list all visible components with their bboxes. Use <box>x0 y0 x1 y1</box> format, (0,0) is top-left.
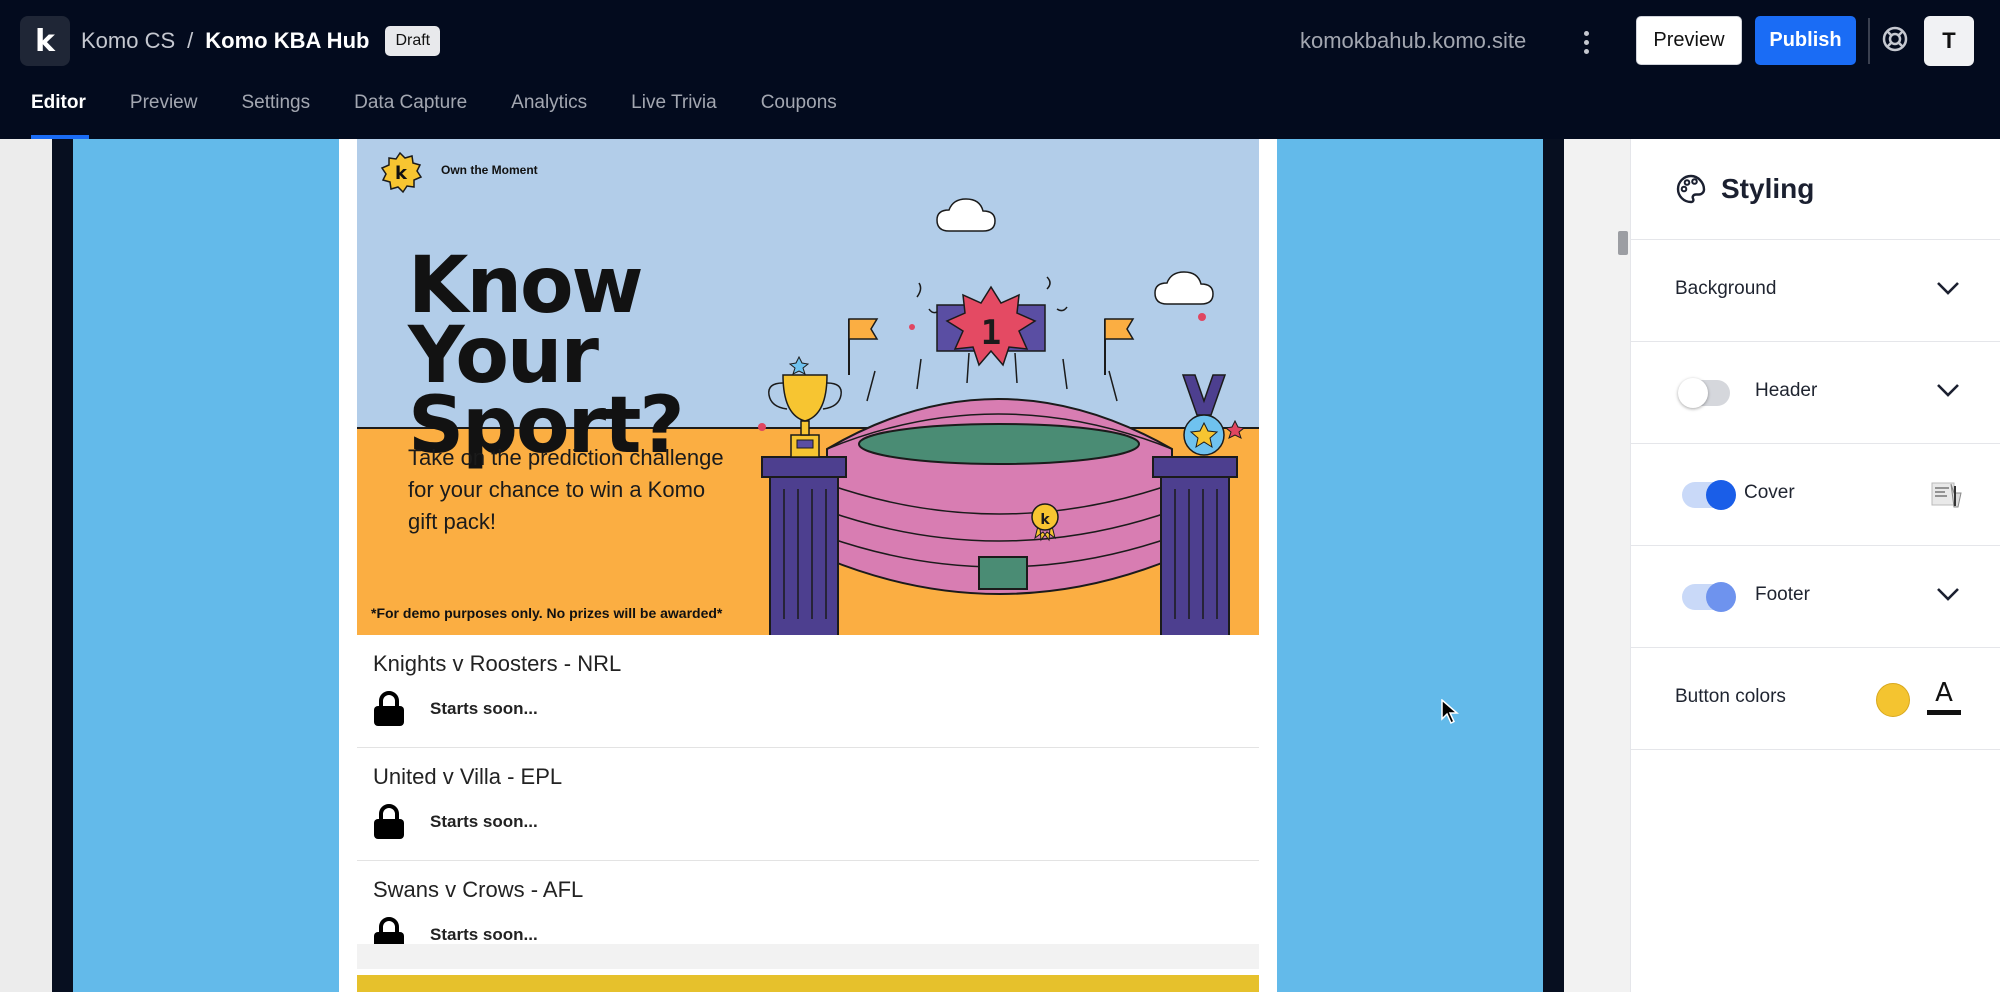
hero-cover[interactable]: k 1 <box>357 139 1259 635</box>
tab-coupons[interactable]: Coupons <box>760 92 837 113</box>
list-item[interactable]: Knights v Roosters - NRL Starts soon... <box>357 635 1259 748</box>
section-cover[interactable]: Cover <box>1631 444 2000 546</box>
breadcrumb: Komo CS / Komo KBA Hub Draft <box>81 26 441 56</box>
section-footer[interactable]: Footer <box>1631 546 2000 648</box>
svg-text:k: k <box>395 163 408 184</box>
hero-subtitle: Take on the prediction challenge for you… <box>408 445 724 534</box>
lock-icon <box>374 804 404 839</box>
publish-button[interactable]: Publish <box>1755 16 1856 65</box>
tab-live-trivia[interactable]: Live Trivia <box>631 92 717 113</box>
cursor-icon <box>1441 699 1459 725</box>
panel-title: Styling <box>1721 173 1815 204</box>
tab-bar: Editor Preview Settings Data Capture Ana… <box>0 86 859 139</box>
svg-text:k: k <box>1040 512 1050 528</box>
page-background-right[interactable] <box>1277 139 1543 992</box>
text-color-glyph: A <box>1935 678 1953 708</box>
tab-data-capture[interactable]: Data Capture <box>354 92 468 113</box>
section-header[interactable]: Header <box>1631 342 2000 444</box>
status-badge: Draft <box>385 26 441 56</box>
match-title: Swans v Crows - AFL <box>373 877 584 902</box>
medal-icon <box>1181 374 1227 456</box>
cover-toggle[interactable] <box>1682 480 1736 510</box>
kebab-menu-icon[interactable] <box>1572 24 1600 60</box>
chevron-down-icon[interactable] <box>1936 586 1960 602</box>
lock-icon <box>374 691 404 726</box>
page-background-left[interactable] <box>73 139 339 992</box>
cover-thumbnail-icon[interactable] <box>1931 480 1963 510</box>
chevron-down-icon[interactable] <box>1936 280 1960 296</box>
canvas-gutter <box>1564 139 1630 992</box>
site-domain[interactable]: komokbahub.komo.site <box>1300 28 1527 53</box>
brand-seal-icon: k <box>380 151 423 194</box>
footer-toggle[interactable] <box>1682 582 1736 612</box>
svg-text:1: 1 <box>981 313 1001 353</box>
button-text-color[interactable]: A <box>1927 678 1961 718</box>
tab-analytics[interactable]: Analytics <box>511 92 588 113</box>
palette-icon <box>1676 174 1706 204</box>
trophy-icon <box>768 374 842 458</box>
match-status: Starts soon... <box>430 812 538 831</box>
page-footer[interactable] <box>357 975 1259 992</box>
section-button-colors: Button colors A <box>1631 648 2000 750</box>
logo-glyph: k <box>35 23 55 59</box>
komo-logo[interactable]: k <box>20 16 70 66</box>
panel-header: Styling <box>1631 139 2000 240</box>
match-status: Starts soon... <box>430 925 538 944</box>
button-colors-label: Button colors <box>1675 686 1786 707</box>
header-toggle[interactable] <box>1678 378 1730 408</box>
tab-preview[interactable]: Preview <box>129 92 198 113</box>
list-end-spacer <box>357 944 1259 969</box>
divider <box>1868 18 1870 64</box>
section-background-label: Background <box>1675 278 1777 299</box>
chevron-down-icon[interactable] <box>1936 382 1960 398</box>
section-background[interactable]: Background <box>1631 240 2000 342</box>
button-fill-swatch[interactable] <box>1876 683 1910 717</box>
hero-title: Know Your Sport? <box>408 241 685 471</box>
breadcrumb-project[interactable]: Komo KBA Hub <box>205 28 370 53</box>
list-item[interactable]: United v Villa - EPL Starts soon... <box>357 748 1259 861</box>
tab-editor[interactable]: Editor <box>0 86 108 139</box>
canvas-scrollbar[interactable] <box>1618 231 1628 255</box>
breadcrumb-org[interactable]: Komo CS <box>81 28 176 53</box>
section-header-label: Header <box>1755 380 1818 401</box>
editor-canvas[interactable]: k 1 <box>0 139 1630 992</box>
match-status: Starts soon... <box>430 699 538 718</box>
top-bar: k Komo CS / Komo KBA Hub Draft komokbahu… <box>0 0 2000 139</box>
hero-tagline: Own the Moment <box>441 163 538 177</box>
right-pillar <box>1152 456 1238 635</box>
match-title: United v Villa - EPL <box>373 764 563 789</box>
hero-illustration: k 1 <box>380 151 1246 635</box>
styling-panel: Styling Background Header Cover Footer B… <box>1630 139 2000 992</box>
match-title: Knights v Roosters - NRL <box>373 651 622 676</box>
breadcrumb-separator: / <box>187 28 194 53</box>
help-circle-icon[interactable] <box>1880 24 1910 54</box>
left-pillar <box>761 456 847 635</box>
page-content: k 1 <box>339 139 1277 992</box>
tab-settings[interactable]: Settings <box>241 92 311 113</box>
preview-button[interactable]: Preview <box>1636 16 1742 65</box>
hero-disclaimer: *For demo purposes only. No prizes will … <box>371 605 723 621</box>
avatar[interactable]: T <box>1924 16 1974 66</box>
section-cover-label: Cover <box>1744 482 1795 503</box>
section-footer-label: Footer <box>1755 584 1810 605</box>
